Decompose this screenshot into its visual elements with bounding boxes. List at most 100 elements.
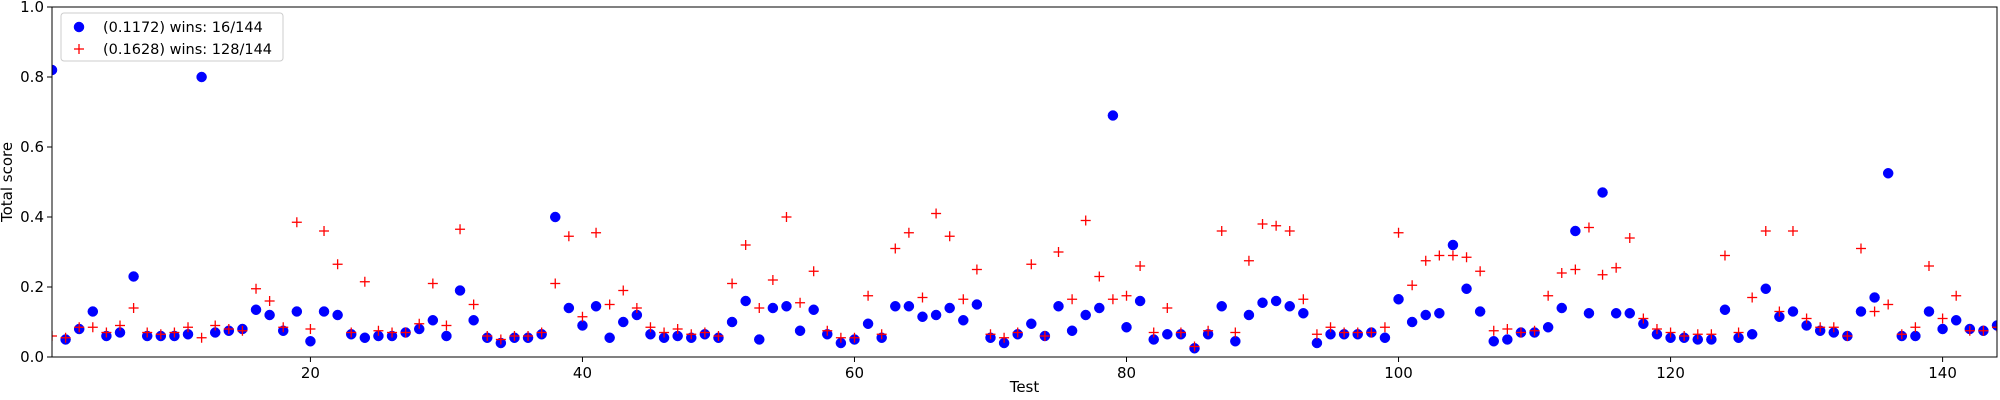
data-point-plus (1556, 268, 1567, 278)
data-point-plus (523, 331, 534, 341)
data-point-plus (1719, 250, 1730, 261)
data-point-plus (1271, 220, 1282, 231)
data-point-circle (917, 311, 928, 322)
data-point-circle (1121, 322, 1132, 333)
data-point-plus (1706, 329, 1717, 340)
data-point-circle (1991, 320, 1997, 331)
data-point-plus (1883, 299, 1894, 310)
data-point-circle (958, 315, 969, 326)
data-point-circle (1570, 225, 1581, 237)
data-point-plus (1543, 290, 1554, 301)
data-point-plus (359, 276, 370, 287)
data-point-circle (1923, 306, 1935, 317)
data-point-plus (1053, 247, 1064, 257)
data-point-circle (128, 271, 139, 282)
data-point-plus (672, 324, 683, 334)
data-point-plus (1162, 303, 1173, 313)
data-point-circle (1855, 306, 1867, 317)
data-point-plus (1366, 327, 1377, 338)
data-point-plus (944, 231, 955, 242)
data-point-plus (1570, 264, 1581, 275)
data-point-plus (999, 332, 1010, 343)
legend-marker-plus (74, 44, 84, 54)
data-point-plus (142, 327, 153, 338)
data-point-plus (1243, 255, 1254, 266)
data-point-plus (863, 290, 874, 301)
data-point-circle (1107, 110, 1119, 121)
data-point-circle (1284, 301, 1295, 312)
data-point-plus (618, 285, 629, 296)
data-point-plus (1352, 327, 1363, 338)
data-point-plus (1801, 313, 1812, 324)
data-point-plus (455, 224, 466, 235)
data-point-plus (699, 327, 710, 338)
data-point-plus (591, 227, 602, 238)
data-point-plus (1039, 331, 1050, 341)
data-point-circle (1216, 301, 1227, 312)
data-point-plus (1012, 327, 1023, 338)
data-point-circle (1624, 308, 1636, 319)
data-point-circle (1230, 336, 1241, 347)
data-point-plus (1026, 259, 1037, 270)
data-point-plus (101, 327, 112, 338)
data-point-plus (1189, 341, 1200, 352)
data-point-plus (495, 334, 506, 345)
x-tick-label: 20 (301, 364, 320, 382)
data-point-circle (1910, 330, 1921, 342)
data-point-plus (1080, 215, 1091, 226)
data-point-plus (767, 275, 778, 285)
data-point-plus (1216, 226, 1227, 236)
data-point-plus (536, 327, 547, 338)
data-point-circle (291, 306, 303, 317)
data-point-circle (1937, 323, 1948, 335)
data-point-plus (903, 227, 914, 238)
data-point-plus (155, 329, 166, 340)
data-point-circle (1488, 336, 1499, 347)
data-point-plus (1515, 327, 1526, 338)
data-point-circle (52, 64, 58, 76)
data-point-circle (1094, 302, 1105, 314)
data-point-plus (319, 226, 330, 236)
data-point-plus (835, 332, 846, 343)
data-point-plus (1978, 325, 1989, 336)
data-point-plus (931, 208, 942, 219)
y-tick-label: 0.8 (20, 68, 44, 86)
data-point-circle (1950, 315, 1962, 326)
data-point-plus (1135, 261, 1146, 271)
data-point-plus (1692, 329, 1703, 340)
data-point-plus (1774, 306, 1785, 317)
y-tick-label: 0.4 (20, 208, 44, 226)
data-point-circle (441, 330, 452, 342)
data-point-circle (890, 301, 901, 312)
data-point-plus (427, 278, 438, 289)
data-point-plus (1230, 327, 1241, 338)
data-point-plus (87, 322, 98, 333)
axis-ticks: 20 40 60 80 100 120 140 0.0 0.2 0.4 0.6 0.8 1.0 (20, 0, 1957, 382)
data-point-plus (985, 329, 996, 340)
data-point-plus (346, 327, 357, 338)
data-point-plus (808, 266, 819, 277)
data-point-plus (1420, 255, 1431, 266)
data-point-plus (727, 278, 738, 289)
data-point-plus (1951, 290, 1962, 301)
data-point-plus (400, 327, 411, 338)
data-point-circle (971, 299, 983, 310)
data-point-plus (251, 283, 262, 294)
data-point-circle (1719, 304, 1731, 315)
series-2 (52, 208, 1997, 352)
data-point-plus (1964, 325, 1975, 336)
data-point-circle (808, 304, 819, 315)
data-point-plus (1148, 327, 1159, 338)
data-point-plus (1175, 327, 1186, 338)
legend: (0.1172) wins: 16/144 (0.1628) wins: 128… (60, 12, 284, 62)
data-point-plus (1434, 250, 1445, 261)
data-point-circle (318, 306, 330, 317)
data-point-circle (1787, 306, 1799, 317)
data-point-circle (264, 309, 275, 321)
data-point-plus (1992, 322, 1997, 333)
y-tick-label: 0.6 (20, 138, 44, 156)
data-point-plus (1298, 294, 1309, 305)
x-tick-label: 100 (1384, 364, 1413, 382)
data-point-plus (1638, 313, 1649, 324)
